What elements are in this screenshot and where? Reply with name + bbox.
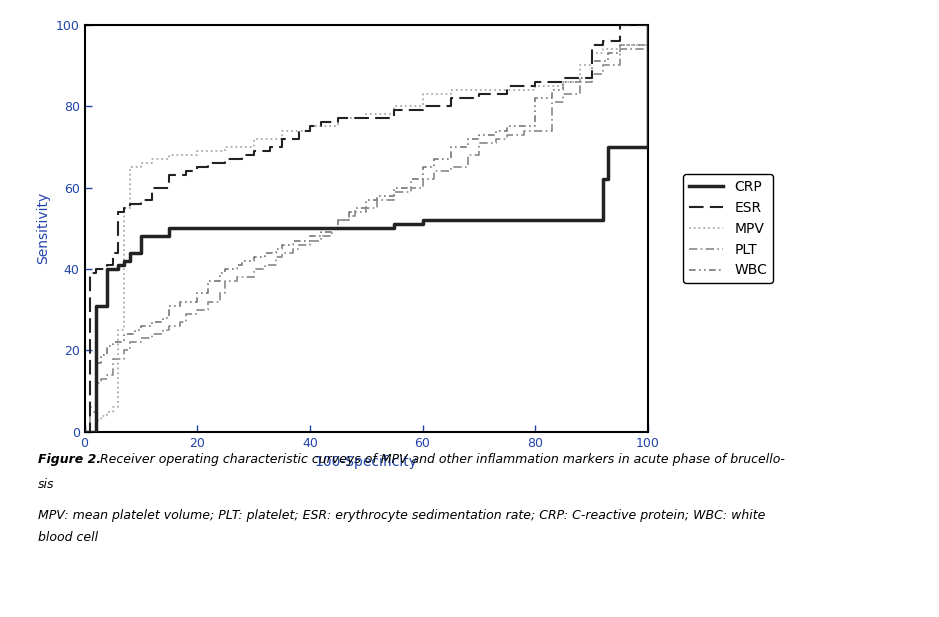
Text: Receiver operating characteristic curveys of MPV and other inflammation markers : Receiver operating characteristic curvey… — [96, 453, 785, 466]
Text: Figure 2.: Figure 2. — [38, 453, 100, 466]
Legend: CRP, ESR, MPV, PLT, WBC: CRP, ESR, MPV, PLT, WBC — [683, 174, 773, 283]
Text: sis: sis — [38, 478, 54, 491]
Y-axis label: Sensitivity: Sensitivity — [37, 192, 50, 265]
Text: blood cell: blood cell — [38, 531, 98, 544]
Text: MPV: mean platelet volume; PLT: platelet; ESR: erythrocyte sedimentation rate; C: MPV: mean platelet volume; PLT: platelet… — [38, 509, 765, 522]
X-axis label: 100-Specificity: 100-Specificity — [315, 455, 418, 470]
